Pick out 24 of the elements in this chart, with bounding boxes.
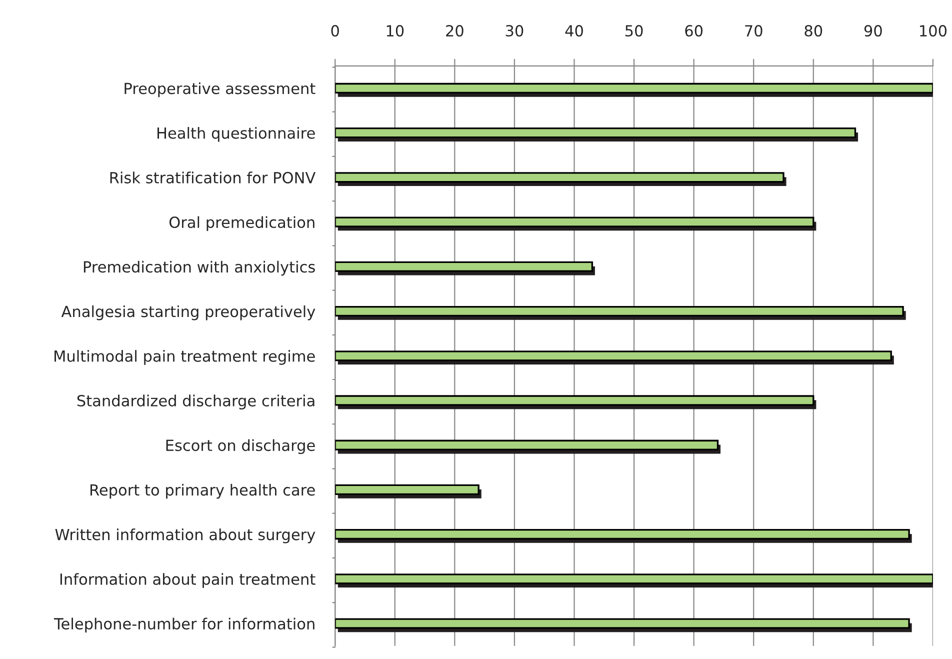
- y-tick-label: Analgesia starting preoperatively: [61, 305, 316, 320]
- y-tick-label: Written information about surgery: [55, 528, 316, 544]
- x-tick-label: 90: [864, 24, 882, 37]
- y-tick-label: Preoperative assessment: [124, 82, 316, 98]
- y-tick-label: Oral premedication: [169, 216, 314, 232]
- x-tick-label: 40: [565, 24, 583, 37]
- y-tick-label: Premedication with anxiolytics: [84, 260, 315, 276]
- x-tick-label: 50: [625, 24, 643, 37]
- y-tick-label: Standardized discharge criteria: [77, 394, 314, 410]
- y-tick-label: Report to primary health care: [90, 484, 315, 499]
- x-tick-label: 30: [506, 24, 524, 37]
- y-tick-label: Escort on discharge: [166, 439, 315, 454]
- x-tick-label: 70: [745, 24, 762, 37]
- y-tick-label: Multimodal pain treatment regime: [54, 350, 315, 365]
- x-tick-label: 0: [331, 24, 339, 37]
- x-tick-label: 80: [804, 24, 822, 37]
- x-tick-label: 60: [685, 24, 703, 37]
- x-tick-label: 10: [386, 24, 404, 37]
- x-tick-label: 20: [446, 24, 464, 37]
- y-tick-label: Health questionnaire: [158, 127, 315, 142]
- y-tick-label: Risk stratification for PONV: [110, 172, 316, 184]
- y-tick-label: Information about pain treatment: [60, 573, 316, 588]
- x-tick-label: 100: [920, 24, 947, 37]
- y-tick-label: Telephone-number for information: [54, 618, 314, 632]
